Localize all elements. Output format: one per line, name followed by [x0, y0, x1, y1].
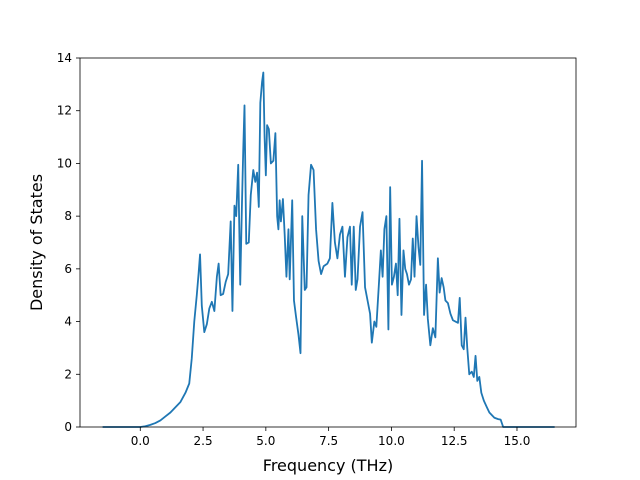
x-axis-ticks: 0.0 2.5 5.0 7.5 10.0 12.5 15.0	[131, 427, 531, 448]
x-tick-label: 10.0	[378, 434, 405, 448]
x-tick-label: 7.5	[319, 434, 338, 448]
x-tick-label: 5.0	[256, 434, 275, 448]
y-tick-label: 14	[57, 51, 72, 65]
x-tick-label: 0.0	[131, 434, 150, 448]
y-tick-label: 4	[64, 315, 72, 329]
plot-area	[80, 58, 576, 427]
x-tick-label: 15.0	[504, 434, 531, 448]
plot-frame	[79, 57, 577, 428]
y-tick-label: 8	[64, 209, 72, 223]
y-axis-ticks: 0 2 4 6 8 10 12 14	[57, 51, 80, 434]
series-layer	[102, 71, 555, 428]
y-tick-label: 2	[64, 367, 72, 381]
y-tick-label: 6	[64, 262, 72, 276]
x-tick-label: 2.5	[194, 434, 213, 448]
y-tick-label: 0	[64, 420, 72, 434]
y-axis-label: Density of States	[27, 174, 46, 311]
x-tick-label: 12.5	[441, 434, 468, 448]
y-tick-label: 10	[57, 156, 72, 170]
dos-series-line-0	[102, 71, 555, 428]
x-axis-label: Frequency (THz)	[263, 456, 393, 475]
y-tick-label: 12	[57, 104, 72, 118]
